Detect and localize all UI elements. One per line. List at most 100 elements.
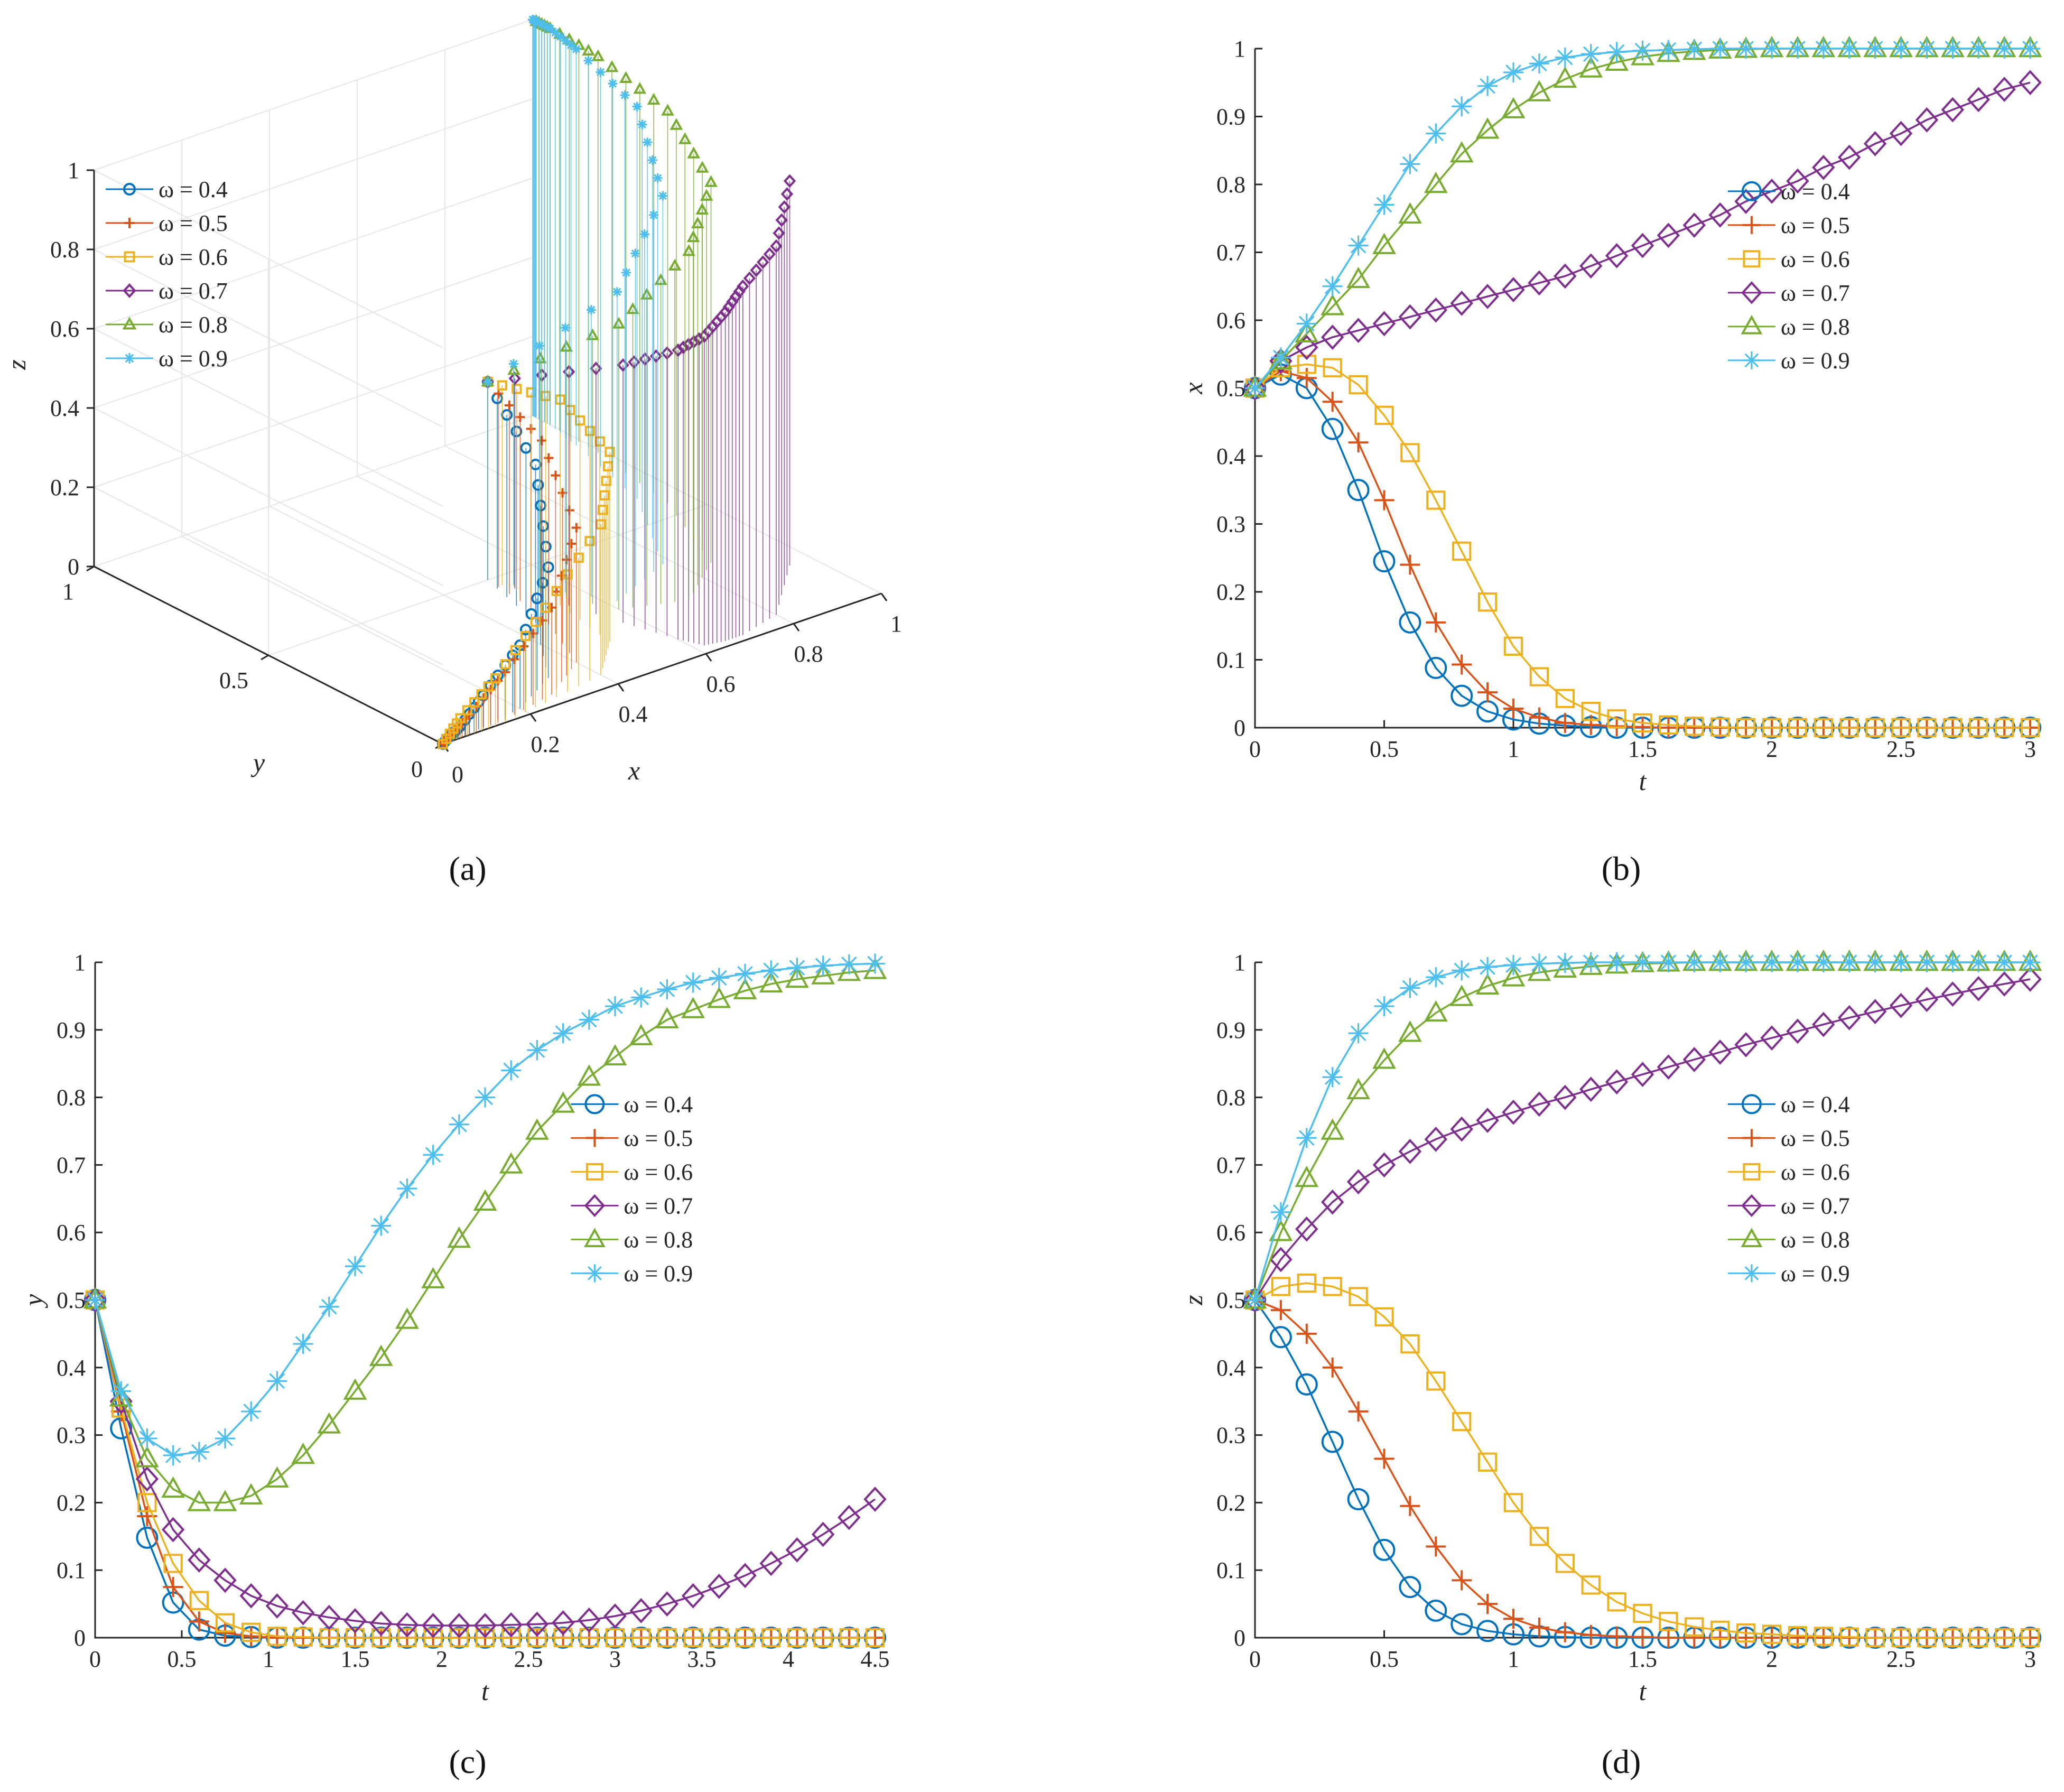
data-point: [1993, 77, 2016, 102]
data-point: [137, 1493, 157, 1512]
data-point: [1606, 42, 1627, 62]
x-tick-label: 0: [452, 762, 463, 787]
data-point: [1400, 1334, 1420, 1354]
data-point: [1889, 992, 1913, 1018]
data-point: [785, 966, 809, 988]
data-point: [775, 213, 788, 227]
legend-marker: [1741, 1094, 1762, 1115]
y-tick-label: 0.9: [1216, 104, 1245, 130]
legend-item: ω = 0.6: [106, 244, 228, 270]
data-point: [1322, 1067, 1343, 1088]
data-point: [579, 1009, 599, 1030]
grid-line: [94, 178, 533, 329]
data-point: [566, 538, 577, 549]
data-point: [678, 132, 692, 144]
data-point: [1245, 1290, 1265, 1310]
data-point: [136, 1526, 159, 1549]
data-point: [1295, 1165, 1319, 1187]
data-point: [1657, 40, 1680, 62]
data-point: [657, 979, 677, 1000]
data-point: [1579, 953, 1603, 975]
data-point: [1321, 1189, 1344, 1215]
data-point: [1580, 1624, 1601, 1645]
data-point: [533, 351, 547, 364]
legend-item: ω = 0.4: [106, 177, 228, 202]
data-point: [1839, 1627, 1859, 1647]
legend-label: ω = 0.8: [1781, 1227, 1850, 1252]
data-point: [750, 263, 763, 277]
data-point: [599, 490, 610, 501]
x-axis-label: t: [481, 1676, 489, 1706]
y-tick-label: 1: [74, 950, 86, 976]
data-point: [695, 202, 709, 215]
data-point: [1736, 39, 1756, 59]
y-tick-label: 0.9: [1216, 1017, 1245, 1043]
data-point: [213, 1567, 237, 1593]
legend-label: ω = 0.8: [1781, 314, 1850, 340]
legend-label: ω = 0.4: [1781, 179, 1850, 205]
data-point: [733, 1563, 757, 1589]
data-point: [1501, 965, 1526, 987]
data-point: [633, 82, 647, 94]
data-point: [553, 1023, 573, 1044]
data-point: [161, 1476, 185, 1498]
legend-label: ω = 0.9: [1781, 1260, 1850, 1286]
data-point: [1452, 654, 1472, 675]
data-point: [1503, 955, 1523, 976]
y-tick-label: 1: [1234, 950, 1245, 976]
data-point: [605, 996, 625, 1017]
data-point: [1449, 985, 1474, 1006]
data-point: [1580, 952, 1601, 972]
data-point: [1477, 1452, 1498, 1472]
data-point: [811, 963, 835, 985]
legend-marker: [123, 183, 136, 196]
x-tick-label: 1.5: [341, 1646, 370, 1672]
legend-marker: [585, 1163, 603, 1181]
data-point: [1658, 40, 1679, 60]
data-point: [1684, 1628, 1705, 1648]
y-tick-label: 0.7: [1216, 240, 1245, 266]
data-point: [632, 101, 642, 112]
legend-item: ω = 0.5: [1727, 212, 1850, 238]
data-point: [686, 230, 700, 243]
data-point: [1452, 541, 1472, 561]
legend-label: ω = 0.5: [159, 210, 228, 236]
data-point: [1476, 1620, 1499, 1642]
legend-item: ω = 0.8: [571, 1227, 693, 1252]
legend-item: ω = 0.9: [1727, 348, 1850, 374]
data-point: [783, 174, 796, 188]
legend-marker: [583, 1228, 606, 1248]
series-omega-0.7: [481, 174, 796, 646]
data-point: [1398, 1138, 1422, 1164]
y-tick-label: 0.4: [1216, 443, 1245, 469]
data-point: [550, 27, 560, 38]
data-point: [691, 216, 704, 229]
data-point: [508, 359, 518, 369]
data-point: [1400, 978, 1420, 998]
data-point: [1503, 1609, 1523, 1629]
data-point: [1528, 1091, 1551, 1117]
data-point: [1941, 97, 1965, 123]
data-point: [1708, 1039, 1732, 1065]
data-point: [241, 1626, 262, 1647]
data-point: [1475, 117, 1500, 139]
data-point: [1450, 291, 1473, 316]
data-point: [1632, 717, 1653, 737]
data-point: [1323, 358, 1342, 378]
data-point: [597, 505, 608, 515]
data-point: [1555, 1554, 1575, 1573]
legend-item: ω = 0.8: [1727, 314, 1850, 340]
x-axis-label: x: [628, 756, 640, 785]
data-point: [683, 972, 703, 993]
data-point: [189, 1591, 209, 1610]
data-point: [647, 155, 657, 165]
data-point: [239, 1583, 263, 1609]
legend-marker: [1741, 181, 1762, 201]
data-point: [291, 1600, 315, 1626]
data-point: [1658, 952, 1679, 972]
data-point: [527, 1628, 547, 1648]
data-point: [1374, 1307, 1394, 1327]
data-point: [1269, 348, 1293, 370]
data-point: [1477, 592, 1498, 612]
